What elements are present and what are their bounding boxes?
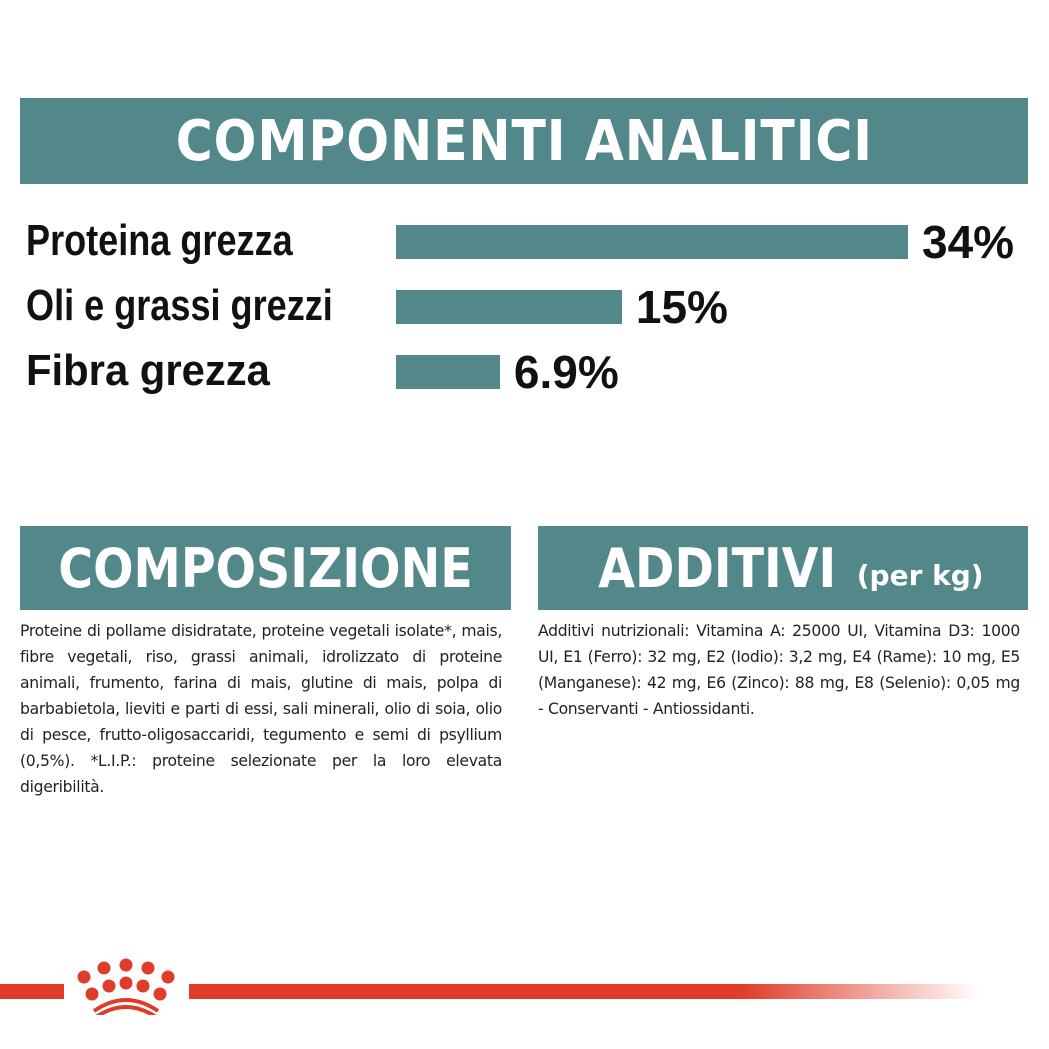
- value-label: 34%: [922, 216, 1015, 268]
- additives-title-suffix: (per kg): [856, 559, 984, 592]
- bar-proteina: [396, 225, 908, 259]
- additives-title: ADDITIVI: [598, 536, 837, 600]
- additives-text: Additivi nutrizionali: Vitamina A: 25000…: [538, 622, 1020, 718]
- additives-header: ADDITIVI (per kg): [538, 526, 1028, 610]
- composition-text: Proteine di pollame disidratate, protein…: [20, 622, 502, 796]
- brand-stripe-right: [189, 984, 979, 999]
- category-label: Oli e grassi grezzi: [26, 281, 333, 330]
- bar-oli-grassi: [396, 290, 622, 324]
- analytic-components-header: COMPONENTI ANALITICI: [20, 98, 1028, 184]
- composition-header: COMPOSIZIONE: [20, 526, 511, 610]
- category-label: Proteina grezza: [26, 216, 293, 265]
- value-label: 15%: [635, 281, 728, 333]
- brand-stripe-left: [0, 984, 64, 999]
- analytic-components-title: COMPONENTI ANALITICI: [175, 108, 873, 174]
- royal-canin-crown-icon: [77, 958, 175, 1015]
- composition-title: COMPOSIZIONE: [58, 536, 473, 600]
- bar-fibra: [396, 355, 500, 389]
- category-label: Fibra grezza: [26, 346, 270, 395]
- value-label: 6.9%: [513, 346, 619, 398]
